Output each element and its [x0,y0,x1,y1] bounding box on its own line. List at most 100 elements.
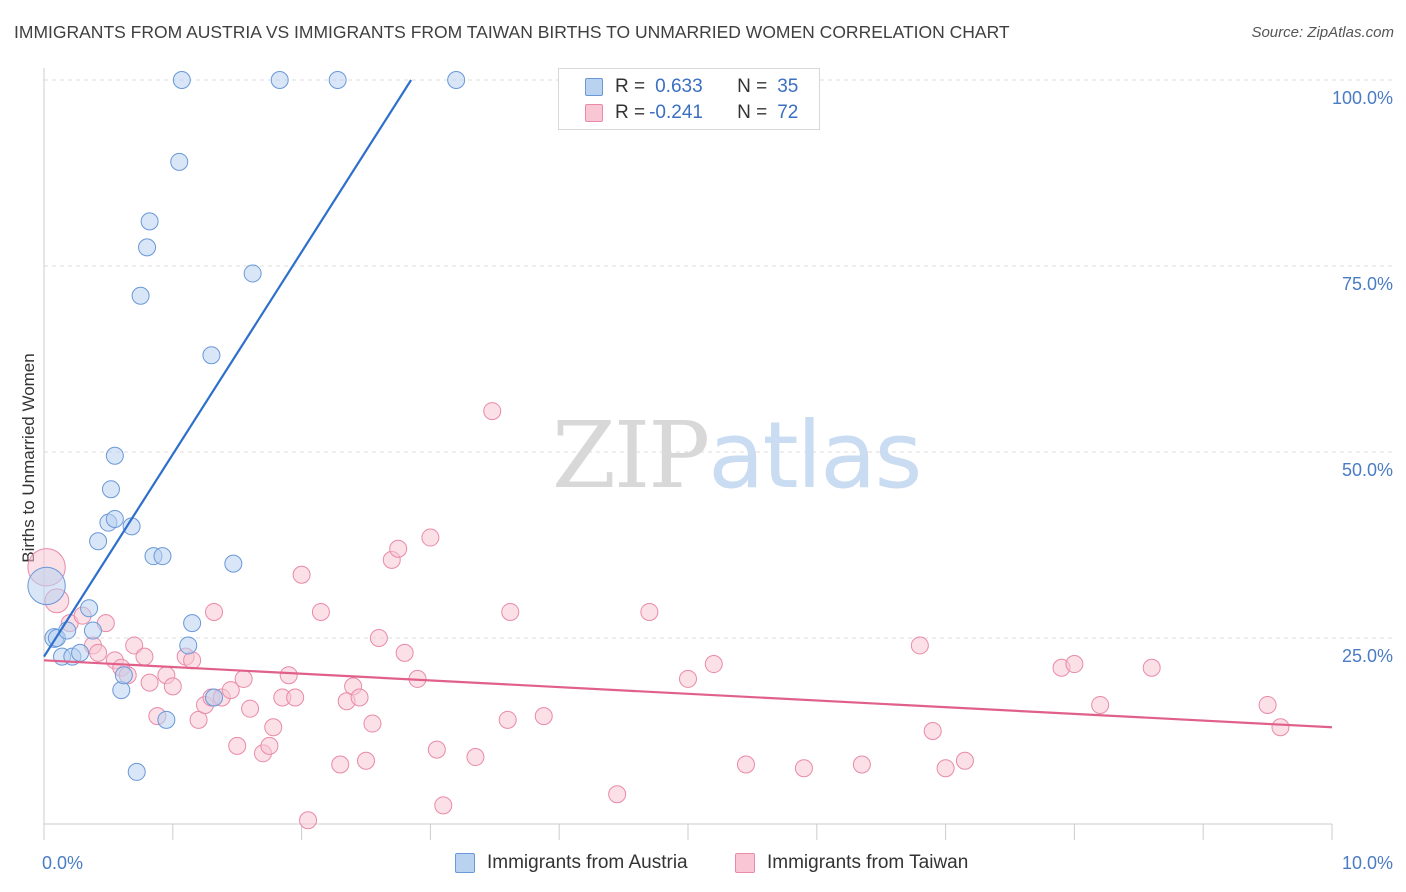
taiwan-point [286,688,305,707]
bottom-legend-taiwan: Immigrants from Taiwan [735,852,968,874]
austria-point [131,286,150,305]
austria-point [71,643,90,662]
austria-point [205,688,224,707]
taiwan-point [125,636,144,655]
taiwan-point [389,539,408,558]
taiwan-point [1258,695,1277,714]
legend-n-value-austria: 35 [777,76,799,97]
taiwan-point [350,688,369,707]
taiwan-point [260,736,279,755]
austria-point [138,238,157,257]
taiwan-point [205,602,224,621]
austria-point [224,554,243,573]
y-axis-label: Births to Unmarried Women [19,353,38,562]
taiwan-point [135,647,154,666]
taiwan-point [395,643,414,662]
austria-point [83,621,102,640]
taiwan-point [955,751,974,770]
bottom-legend-austria: Immigrants from Austria [455,852,688,874]
taiwan-point [241,699,260,718]
taiwan-point [264,718,283,737]
austria-point [447,71,466,89]
x-tick-label: 0.0% [42,853,83,873]
taiwan-point [1271,718,1290,737]
austria-point [140,212,159,231]
taiwan-point [189,710,208,729]
austria-swatch [585,78,603,96]
taiwan-point [1142,658,1161,677]
taiwan-point [357,751,375,770]
series-austria-points [27,71,466,781]
y-tick-labels: 25.0% 50.0% 75.0% 100.0% [1332,88,1393,666]
austria-point [202,346,221,365]
taiwan-point [640,602,659,621]
taiwan-point [936,759,955,778]
zipatlas-watermark: ZIPatlas [552,402,923,509]
austria-point [101,480,120,499]
y-tick-label: 100.0% [1332,88,1393,108]
taiwan-point [794,759,813,778]
austria-point [114,666,133,685]
tick-marks [43,824,1333,840]
austria-point [105,446,124,465]
taiwan-point [89,643,108,662]
austria-point [80,599,99,618]
legend-r-value-taiwan: -0.241 [649,102,703,123]
taiwan-legend-swatch [735,853,755,873]
taiwan-point [1065,655,1084,674]
taiwan-point [498,710,517,729]
taiwan-point [466,748,485,767]
taiwan-point [163,677,182,696]
taiwan-point [923,722,942,740]
y-tick-label: 25.0% [1342,646,1393,666]
taiwan-point [427,740,446,759]
austria-point [153,547,172,566]
legend-n-label: N = [737,102,768,123]
austria-point [328,71,347,89]
x-tick-label: 10.0% [1342,853,1393,873]
taiwan-point [704,655,723,674]
taiwan-point [736,755,755,774]
taiwan-point [292,565,311,584]
legend-r-value-austria: 0.633 [655,76,703,97]
austria-point [27,566,66,606]
austria-legend-swatch [455,853,475,873]
chart-title: IMMIGRANTS FROM AUSTRIA VS IMMIGRANTS FR… [14,22,1010,42]
taiwan-point [369,629,388,647]
austria-trend-line [43,79,413,658]
taiwan-point [363,714,382,733]
legend-r-label: R = [615,76,646,97]
taiwan-point [279,666,298,685]
taiwan-point [221,681,240,700]
y-tick-label: 75.0% [1342,274,1393,294]
legend-n-label: N = [737,76,768,97]
austria-point [172,71,191,89]
austria-point [270,71,289,89]
austria-point [243,264,262,283]
taiwan-point [183,651,202,670]
taiwan-point [534,707,553,726]
legend-n-value-taiwan: 72 [777,102,799,123]
trend-lines [43,79,1333,729]
austria-point [157,710,176,729]
taiwan-point [501,602,520,621]
austria-point [127,762,146,781]
taiwan-point [434,796,453,815]
legend-row-taiwan: R = -0.241 N = 72 [585,100,798,126]
austria-point [112,681,131,700]
taiwan-point [140,673,159,692]
taiwan-point [299,811,318,830]
austria-point [105,509,124,528]
taiwan-point [483,402,502,421]
taiwan-point [608,785,627,804]
y-tick-label: 50.0% [1342,460,1393,480]
taiwan-legend-label: Immigrants from Taiwan [767,852,969,873]
taiwan-point [1091,695,1110,714]
taiwan-point [421,528,440,547]
austria-point [170,152,189,171]
taiwan-point [852,755,871,774]
taiwan-point [910,636,929,655]
austria-point [179,636,198,655]
taiwan-trend-line [43,659,1333,729]
x-tick-labels: 0.0% 10.0% [42,853,1393,873]
